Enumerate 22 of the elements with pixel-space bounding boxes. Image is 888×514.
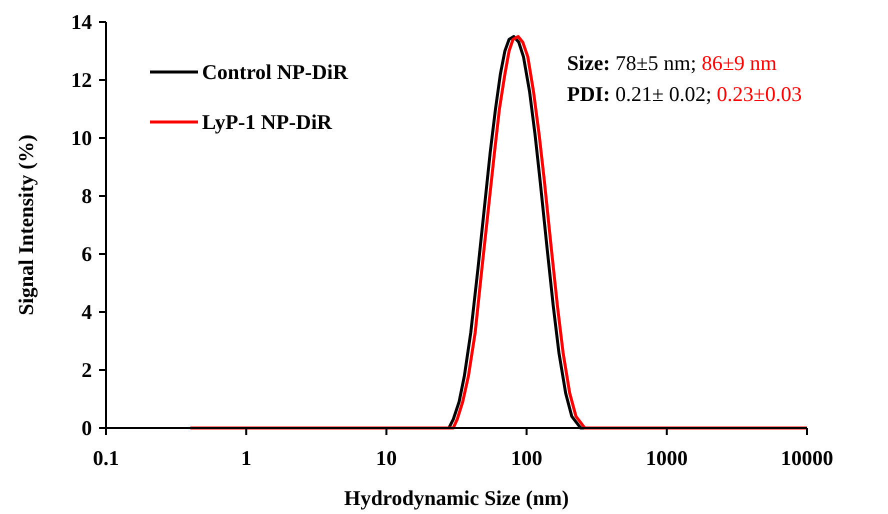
y-tick-label: 4: [82, 300, 92, 324]
x-tick-label: 10000: [780, 446, 834, 470]
x-tick-label: 0.1: [92, 446, 120, 470]
x-tick-label: 100: [510, 446, 542, 470]
y-tick-label: 0: [82, 416, 92, 440]
x-tick-label: 1000: [646, 446, 688, 470]
annotation: Size: 78±5 nm;: [567, 51, 696, 75]
y-tick-label: 2: [82, 358, 92, 382]
y-tick-label: 6: [82, 242, 92, 266]
y-axis-title: Signal Intensity (%): [14, 134, 38, 316]
legend-label: LyP-1 NP-DiR: [202, 110, 333, 134]
x-tick-label: 1: [240, 446, 252, 470]
y-tick-label: 14: [71, 10, 92, 34]
x-tick-label: 10: [376, 446, 397, 470]
legend-label: Control NP-DiR: [202, 60, 349, 84]
annotation: 0.23±0.03: [712, 82, 802, 106]
annotation: 86±9 nm: [696, 51, 777, 75]
x-axis-title: Hydrodynamic Size (nm): [344, 486, 569, 510]
y-tick-label: 10: [71, 126, 92, 150]
y-tick-label: 8: [82, 184, 92, 208]
y-tick-label: 12: [71, 68, 92, 92]
annotation: PDI: 0.21± 0.02;: [567, 82, 712, 106]
